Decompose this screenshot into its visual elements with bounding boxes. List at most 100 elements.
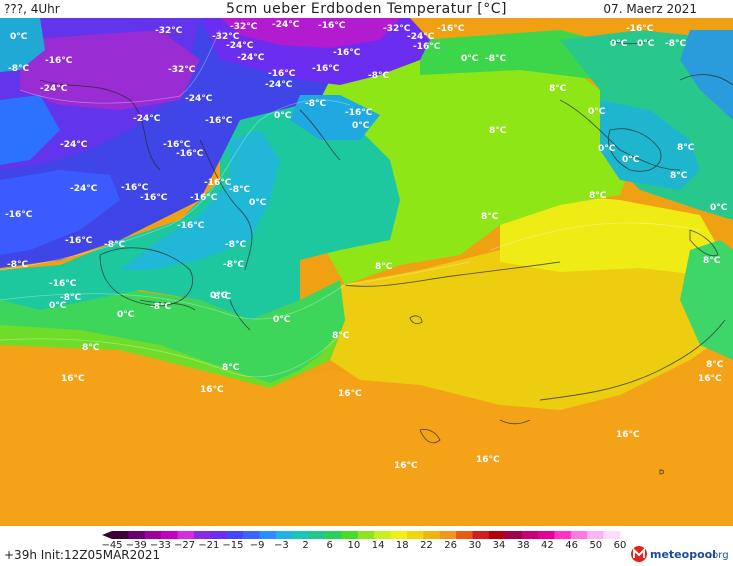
legend-tick-label: −3 [274, 540, 289, 548]
temp-label: 16°C [200, 385, 224, 395]
temp-label: -24°C [185, 94, 213, 104]
temp-label: 0°C [637, 39, 655, 49]
temp-label: 0°C [610, 39, 628, 49]
temp-label: 16°C [61, 374, 85, 384]
temp-label: 0°C [249, 198, 267, 208]
temp-label: -16°C [121, 183, 149, 193]
temp-label: -8°C [223, 260, 244, 270]
temp-label: 8°C [677, 143, 695, 153]
temp-label: -8°C [305, 99, 326, 109]
footer: −45 −39 −33 −27 −21 −15 −9 −3 2 6 10 14 18 22 26 30 34 38… [0, 526, 733, 566]
legend-tick-label: 50 [589, 540, 602, 548]
legend-tick-label: 42 [541, 540, 554, 548]
legend-swatch [243, 531, 260, 539]
temp-label: -16°C [177, 221, 205, 231]
legend-swatch [308, 531, 326, 539]
legend-swatch [112, 531, 129, 539]
temp-label: 0°C [210, 291, 228, 301]
temp-label: -16°C [176, 149, 204, 159]
temp-label: 8°C [706, 360, 724, 370]
valid-time-label: ???, 4Uhr [4, 2, 60, 16]
temp-label: -16°C [49, 279, 77, 289]
legend-swatch [292, 531, 310, 539]
legend-swatch [325, 531, 342, 539]
temp-label: -32°C [155, 26, 183, 36]
temperature-map: -32°C -32°C -32°C -32°C -32°C -24°C -24°… [0, 18, 733, 526]
meteopool-logo[interactable]: meteopool .org [630, 543, 733, 565]
temp-label: -8°C [104, 240, 125, 250]
legend-swatch [390, 531, 408, 539]
temp-label: 16°C [698, 374, 722, 384]
temp-label: 0°C [274, 111, 292, 121]
legend-bar [102, 531, 621, 539]
temp-label: -32°C [230, 22, 258, 32]
legend-swatch [144, 531, 162, 539]
temp-label: -24°C [40, 84, 68, 94]
legend-swatch [341, 531, 359, 539]
temp-label: -8°C [8, 64, 29, 74]
legend-swatch [521, 531, 539, 539]
legend-swatch [554, 531, 572, 539]
valid-date: 07. Maerz 2021 [603, 2, 697, 16]
legend-swatch [275, 531, 293, 539]
legend-tick-label: −15 [222, 540, 243, 548]
legend-tick-label: −21 [198, 540, 219, 548]
temp-label: -24°C [407, 32, 435, 42]
legend-tick-label: 26 [444, 540, 457, 548]
logo-suffix: .org [709, 550, 729, 561]
temp-label: -16°C [45, 56, 73, 66]
color-field [0, 18, 733, 526]
legend-swatch [374, 531, 392, 539]
temp-label: 8°C [549, 84, 567, 94]
legend-swatch [472, 531, 490, 539]
legend-swatch [259, 531, 277, 539]
temp-label: -24°C [60, 140, 88, 150]
legend-tick-label: 60 [614, 540, 627, 548]
legend-tick-label: −45 [101, 540, 122, 548]
temp-label: 0°C [352, 121, 370, 131]
logo-text: meteopool [650, 548, 716, 561]
legend-swatch [587, 531, 605, 539]
temp-label: -16°C [437, 24, 465, 34]
legend-swatch [161, 531, 179, 539]
legend-tick-label: 6 [327, 540, 333, 548]
temp-label: -16°C [205, 116, 233, 126]
temp-label: -24°C [70, 184, 98, 194]
temp-label: -24°C [226, 41, 254, 51]
temp-label: -8°C [225, 240, 246, 250]
temp-label: 8°C [670, 171, 688, 181]
legend-swatch [128, 531, 146, 539]
temp-label: -16°C [190, 193, 218, 203]
temp-label: -16°C [312, 64, 340, 74]
temp-label: -32°C [168, 65, 196, 75]
legend-swatch [406, 531, 424, 539]
temp-label: -8°C [485, 54, 506, 64]
map-title: 5cm ueber Erdboden Temperatur [°C] [226, 1, 507, 17]
legend-swatch [423, 531, 441, 539]
temp-label: -8°C [150, 302, 171, 312]
legend-swatch [456, 531, 474, 539]
temp-label: -16°C [345, 108, 373, 118]
legend-swatch [210, 531, 228, 539]
legend-tick-label: 10 [348, 540, 361, 548]
color-legend: −45 −39 −33 −27 −21 −15 −9 −3 2 6 10 14 18 22 26 30 34 38… [101, 531, 627, 548]
legend-swatch [439, 531, 457, 539]
temp-label: -16°C [318, 21, 346, 31]
legend-tick-label: 34 [493, 540, 506, 548]
temp-label: -16°C [5, 210, 33, 220]
temp-label: -16°C [163, 140, 191, 150]
temp-label: -16°C [626, 24, 654, 34]
legend-tick-label: −27 [174, 540, 195, 548]
run-info: +39h Init:12Z05MAR2021 [4, 548, 161, 562]
temp-label: 16°C [394, 461, 418, 471]
temp-label: 8°C [703, 256, 721, 266]
temp-label: 8°C [375, 262, 393, 272]
legend-tick-label: 30 [468, 540, 481, 548]
temp-label: 0°C [10, 32, 28, 42]
temp-label: -8°C [368, 71, 389, 81]
temp-label: 16°C [476, 455, 500, 465]
legend-tick-label: 22 [420, 540, 433, 548]
temp-label: -8°C [210, 292, 231, 302]
temp-label: -24°C [272, 20, 300, 30]
legend-swatch [488, 531, 506, 539]
